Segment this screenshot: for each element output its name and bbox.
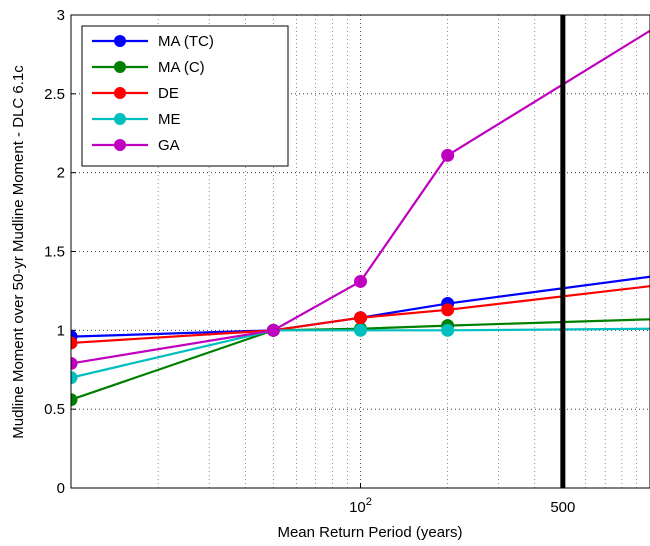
legend-label: DE — [158, 85, 179, 102]
legend-swatch-marker — [114, 61, 126, 73]
y-tick-label: 2.5 — [44, 86, 65, 103]
legend-label: MA (TC) — [158, 33, 214, 50]
x-tick-label: 102 — [349, 496, 372, 516]
y-tick-label: 0.5 — [44, 401, 65, 418]
y-tick-label: 0 — [57, 480, 65, 497]
series-point — [354, 311, 367, 325]
x-axis-label: Mean Return Period (years) — [277, 524, 462, 541]
series-point — [71, 371, 78, 385]
series-point — [441, 148, 455, 162]
legend-swatch-marker — [114, 139, 126, 151]
series-point — [266, 323, 280, 337]
series-point — [71, 393, 78, 407]
series-point — [71, 336, 78, 350]
legend-label: GA — [158, 137, 180, 154]
series-point — [354, 323, 367, 337]
legend-label: ME — [158, 111, 181, 128]
plot-area — [71, 15, 650, 488]
y-axis-label: Mudline Moment over 50-yr Mudline Moment… — [10, 65, 27, 439]
legend-label: MA (C) — [158, 59, 205, 76]
y-tick-label: 1 — [57, 322, 65, 339]
series-point — [71, 356, 78, 370]
y-tick-label: 1.5 — [44, 244, 65, 261]
series-point — [354, 274, 367, 288]
legend-swatch-marker — [114, 113, 126, 125]
legend-swatch-marker — [114, 87, 126, 99]
axes-box — [70, 14, 650, 489]
x-tick-label: 500 — [550, 499, 575, 516]
y-tick-label: 2 — [57, 165, 65, 182]
legend: MA (TC) MA (C) DE ME GA — [81, 25, 289, 167]
y-tick-label: 3 — [57, 7, 65, 24]
series-point — [441, 323, 455, 337]
series-point — [441, 303, 455, 317]
legend-swatch-marker — [114, 35, 126, 47]
